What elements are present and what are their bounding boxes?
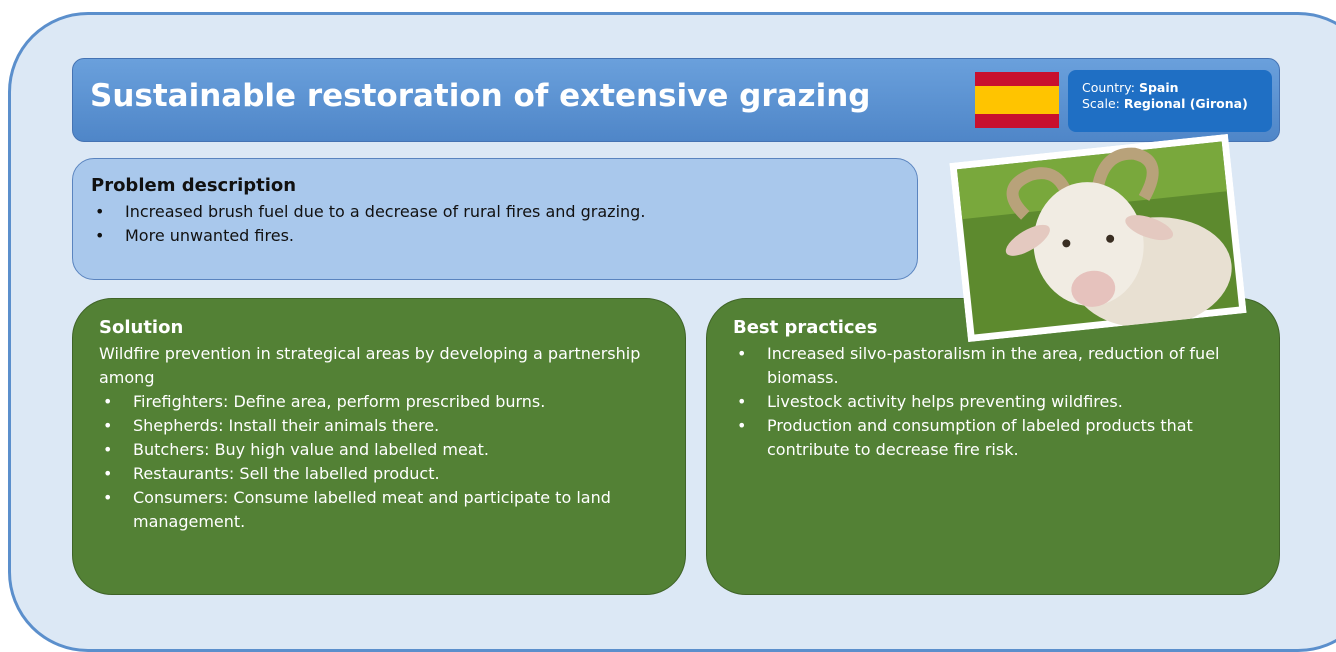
bullet: Butchers: Buy high value and labelled me… xyxy=(103,438,659,462)
title: Sustainable restoration of extensive gra… xyxy=(90,78,871,114)
bullets: Increased brush fuel due to a decrease o… xyxy=(91,200,899,248)
problem-box: Problem description Increased brush fuel… xyxy=(72,158,918,280)
country: Spain xyxy=(1138,80,1179,95)
bullets: Firefighters: Define area, perform presc… xyxy=(99,390,659,534)
bullet: Restaurants: Sell the labelled product. xyxy=(103,462,659,486)
bullet: More unwanted fires. xyxy=(95,224,899,248)
heading: Problem description xyxy=(91,175,297,196)
bullet: Livestock activity helps preventing wild… xyxy=(737,390,1253,414)
bullets: Increased silvo-pastoralism in the area,… xyxy=(733,342,1253,462)
heading: Solution xyxy=(99,317,184,338)
country-label: Country: xyxy=(1082,80,1135,95)
bullet: Consumers: Consume labelled meat and par… xyxy=(103,486,659,534)
bullet: Firefighters: Define area, perform presc… xyxy=(103,390,659,414)
best-practices-box: Best practices Increased silvo-pastorali… xyxy=(706,298,1280,595)
bullet: Shepherds: Install their animals there. xyxy=(103,414,659,438)
page: Sustainable restoration of extensive gra… xyxy=(0,0,1336,628)
scale: Regional (Girona) xyxy=(1123,96,1248,111)
bullet: Increased brush fuel due to a decrease o… xyxy=(95,200,899,224)
heading: Best practices xyxy=(733,317,878,338)
scale-label: Scale: xyxy=(1082,96,1120,111)
solution-box: Solution Wildfire prevention in strategi… xyxy=(72,298,686,595)
bullet: Increased silvo-pastoralism in the area,… xyxy=(737,342,1253,390)
intro: Wildfire prevention in strategical areas… xyxy=(99,344,641,387)
flag xyxy=(975,72,1059,128)
location-box: Country: Spain Scale: Regional (Girona) xyxy=(1068,70,1272,132)
bullet: Production and consumption of labeled pr… xyxy=(737,414,1253,462)
sheep-photo xyxy=(949,133,1247,343)
